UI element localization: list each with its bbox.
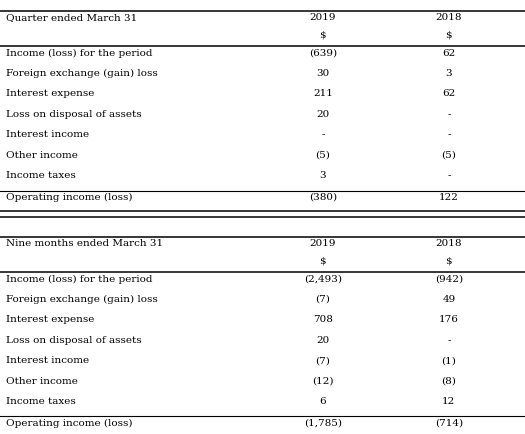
Text: Interest expense: Interest expense [6,316,94,324]
Text: Foreign exchange (gain) loss: Foreign exchange (gain) loss [6,69,158,78]
Text: Operating income (loss): Operating income (loss) [6,419,133,428]
Text: Other income: Other income [6,377,78,385]
Text: 30: 30 [316,69,330,78]
Text: -: - [447,336,450,345]
Text: Foreign exchange (gain) loss: Foreign exchange (gain) loss [6,295,158,304]
Text: (5): (5) [316,151,330,160]
Text: (1): (1) [442,356,456,365]
Text: (2,493): (2,493) [304,275,342,283]
Text: Quarter ended March 31: Quarter ended March 31 [6,13,138,22]
Text: 122: 122 [439,193,459,202]
Text: Income (loss) for the period: Income (loss) for the period [6,275,153,284]
Text: 708: 708 [313,316,333,324]
Text: (380): (380) [309,193,337,202]
Text: Interest income: Interest income [6,130,89,139]
Text: Loss on disposal of assets: Loss on disposal of assets [6,336,142,345]
Text: $: $ [320,256,326,265]
Text: 62: 62 [442,49,456,58]
Text: Nine months ended March 31: Nine months ended March 31 [6,239,163,248]
Text: Interest income: Interest income [6,356,89,365]
Text: (7): (7) [316,295,330,304]
Text: Other income: Other income [6,151,78,160]
Text: 3: 3 [320,171,326,180]
Text: 6: 6 [320,397,326,406]
Text: (639): (639) [309,49,337,58]
Text: $: $ [446,256,452,265]
Text: Loss on disposal of assets: Loss on disposal of assets [6,110,142,119]
Text: 20: 20 [316,336,330,345]
Text: (1,785): (1,785) [304,419,342,427]
Text: Operating income (loss): Operating income (loss) [6,193,133,202]
Text: Income (loss) for the period: Income (loss) for the period [6,49,153,58]
Text: 20: 20 [316,110,330,119]
Text: 49: 49 [442,295,456,304]
Text: $: $ [446,30,452,39]
Text: Income taxes: Income taxes [6,397,76,406]
Text: (8): (8) [442,377,456,385]
Text: 176: 176 [439,316,459,324]
Text: 2019: 2019 [310,13,336,22]
Text: 2019: 2019 [310,239,336,248]
Text: (942): (942) [435,275,463,283]
Text: 62: 62 [442,89,456,99]
Text: (12): (12) [312,377,333,385]
Text: 2018: 2018 [436,239,462,248]
Text: 3: 3 [446,69,452,78]
Text: Income taxes: Income taxes [6,171,76,180]
Text: -: - [321,130,324,139]
Text: -: - [447,171,450,180]
Text: 12: 12 [442,397,456,406]
Text: $: $ [320,30,326,39]
Text: Interest expense: Interest expense [6,89,94,99]
Text: (714): (714) [435,419,463,427]
Text: -: - [447,110,450,119]
Text: (5): (5) [442,151,456,160]
Text: -: - [447,130,450,139]
Text: (7): (7) [316,356,330,365]
Text: 2018: 2018 [436,13,462,22]
Text: 211: 211 [313,89,333,99]
